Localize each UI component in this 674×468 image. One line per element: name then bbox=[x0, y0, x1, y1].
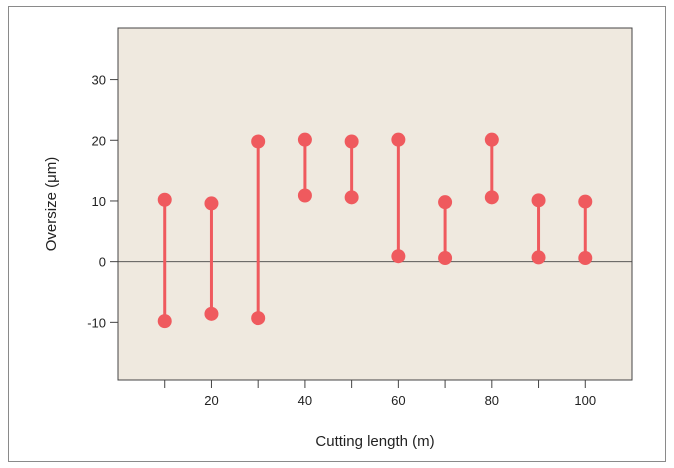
x-tick-label: 20 bbox=[204, 393, 218, 408]
range-item bbox=[251, 134, 266, 326]
range-item bbox=[391, 132, 406, 264]
range-item bbox=[531, 193, 546, 265]
y-tick-label: 10 bbox=[92, 194, 106, 209]
y-axis-ticks: -10 0 10 20 30 bbox=[87, 73, 118, 330]
low-point bbox=[438, 251, 453, 266]
high-point bbox=[344, 134, 359, 149]
y-axis-title: Oversize (μm) bbox=[43, 157, 60, 251]
low-point bbox=[157, 314, 172, 329]
low-point bbox=[344, 190, 359, 205]
range-item bbox=[204, 196, 219, 321]
low-point bbox=[484, 190, 499, 205]
y-tick-label: -10 bbox=[87, 315, 106, 330]
high-point bbox=[531, 193, 546, 208]
high-point bbox=[391, 132, 406, 147]
low-point bbox=[391, 249, 406, 264]
y-tick-label: 30 bbox=[92, 73, 106, 88]
low-point bbox=[251, 311, 266, 326]
high-point bbox=[578, 194, 593, 209]
range-item bbox=[344, 134, 359, 205]
high-point bbox=[484, 132, 499, 147]
x-tick-label: 100 bbox=[574, 393, 596, 408]
x-tick-label: 60 bbox=[391, 393, 405, 408]
range-item bbox=[297, 132, 312, 203]
high-point bbox=[297, 132, 312, 147]
range-bars bbox=[157, 132, 593, 329]
y-tick-label: 0 bbox=[99, 255, 106, 270]
high-point bbox=[204, 196, 219, 211]
low-point bbox=[531, 250, 546, 265]
high-point bbox=[157, 192, 172, 207]
high-point bbox=[438, 195, 453, 210]
x-axis-title: Cutting length (m) bbox=[315, 433, 434, 450]
x-tick-label: 40 bbox=[298, 393, 312, 408]
high-point bbox=[251, 134, 266, 149]
x-tick-label: 80 bbox=[485, 393, 499, 408]
low-point bbox=[297, 188, 312, 203]
range-item bbox=[157, 192, 172, 329]
low-point bbox=[578, 251, 593, 266]
range-item bbox=[484, 132, 499, 205]
plot-area bbox=[117, 27, 633, 381]
range-item bbox=[578, 194, 593, 266]
range-item bbox=[438, 195, 453, 266]
x-axis-ticks: 20 40 60 80 100 bbox=[164, 380, 596, 408]
low-point bbox=[204, 306, 219, 321]
y-tick-label: 20 bbox=[92, 133, 106, 148]
